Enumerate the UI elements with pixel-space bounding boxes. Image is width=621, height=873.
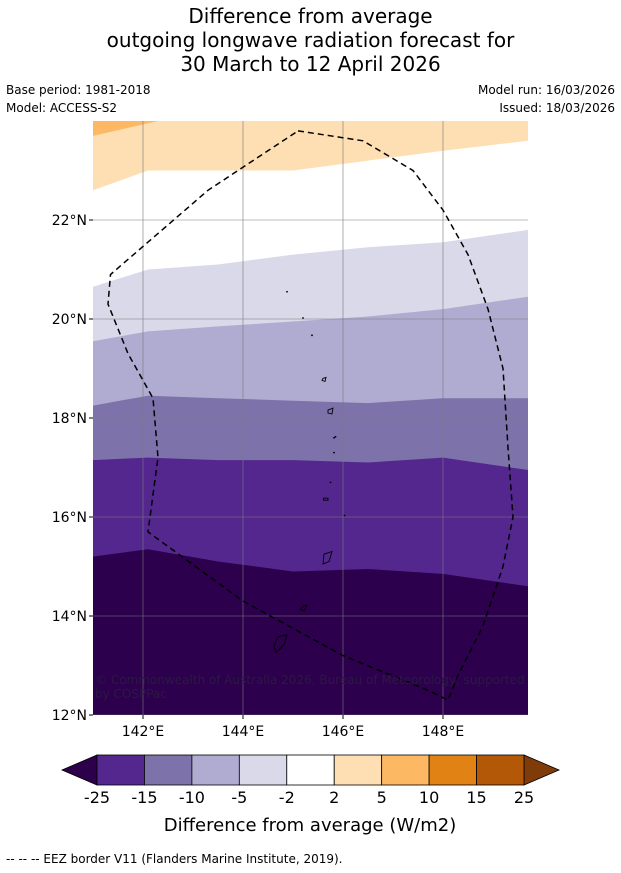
colorbar-segment	[191, 754, 240, 786]
map-area	[93, 121, 528, 715]
colorbar-tick-label: -10	[179, 788, 205, 807]
islet	[286, 290, 288, 293]
colorbar-tick-label: -15	[131, 788, 157, 807]
credit-line-1: © Commonwealth of Australia 2026, Bureau…	[95, 673, 525, 687]
islet	[343, 514, 346, 517]
colorbar-title: Difference from average (W/m2)	[164, 815, 456, 836]
meta-left: Base period: 1981-2018 Model: ACCESS-S2	[6, 81, 151, 117]
island	[273, 634, 288, 654]
islet	[333, 436, 335, 439]
title-line-2: outgoing longwave radiation forecast for	[106, 28, 515, 52]
lat-tick-label: 22°N	[52, 213, 87, 229]
colorbar-tick-label: 25	[514, 788, 534, 807]
island	[327, 407, 334, 415]
colorbar-segment	[96, 754, 145, 786]
colorbar-segment	[144, 754, 193, 786]
colorbar-segment	[286, 754, 335, 786]
island	[299, 604, 308, 612]
colorbar-tick-label: 15	[466, 788, 486, 807]
model-run: Model run: 16/03/2026	[477, 83, 615, 97]
colorbar-tick-label: -5	[231, 788, 247, 807]
chart-title: Difference from average outgoing longwav…	[0, 4, 621, 76]
colorbar-tick-label: -2	[279, 788, 295, 807]
islet	[302, 317, 304, 319]
title-line-1: Difference from average	[188, 4, 433, 28]
islet	[334, 435, 337, 438]
colorbar-segment	[476, 754, 525, 786]
lon-tick-label: 148°E	[422, 724, 465, 740]
olr-band-0	[93, 549, 528, 715]
title-line-3: 30 March to 12 April 2026	[180, 52, 441, 76]
island	[323, 497, 329, 501]
island	[322, 550, 333, 565]
model-name: Model: ACCESS-S2	[6, 101, 118, 115]
islet	[329, 481, 332, 484]
islet	[333, 451, 335, 454]
islet	[311, 334, 313, 337]
colorbar-tick-label: 5	[377, 788, 387, 807]
colorbar-segment	[381, 754, 430, 786]
colorbar: -25 -15 -10 -5 -2 2 5 10 15 25	[60, 754, 561, 807]
meta-right: Model run: 16/03/2026 Issued: 18/03/2026	[478, 81, 615, 117]
lon-tick-label: 144°E	[222, 724, 265, 740]
colorbar-segment	[238, 754, 288, 786]
eez-border	[107, 130, 514, 702]
lat-tick-label: 20°N	[52, 312, 87, 328]
colorbar-segment	[428, 754, 477, 786]
lat-tick-label: 18°N	[52, 411, 87, 427]
map-axes: 142°E 144°E 146°E 148°E 12°N 14°N 16°N 18°N 20°N…	[52, 213, 465, 740]
eez-footnote: -- -- -- EEZ border V11 (Flanders Marine…	[6, 852, 343, 866]
colorbar-over-arrow	[523, 754, 561, 786]
colorbar-tick-label: -25	[84, 788, 110, 807]
credit-line-2: by COSPPac	[95, 687, 167, 701]
colorbar-tick-label: 10	[419, 788, 439, 807]
colorbar-segment	[333, 754, 383, 786]
lat-tick-label: 12°N	[52, 708, 87, 724]
colorbar-tick-label: 2	[329, 788, 339, 807]
lon-tick-label: 146°E	[322, 724, 365, 740]
lat-tick-label: 14°N	[52, 609, 87, 625]
lon-tick-label: 142°E	[122, 724, 165, 740]
issued-date: Issued: 18/03/2026	[499, 101, 615, 115]
lat-tick-label: 16°N	[52, 510, 87, 526]
base-period: Base period: 1981-2018	[6, 83, 151, 97]
colorbar-under-arrow	[60, 754, 98, 786]
island	[321, 376, 327, 382]
olr-band-orange	[93, 121, 158, 136]
